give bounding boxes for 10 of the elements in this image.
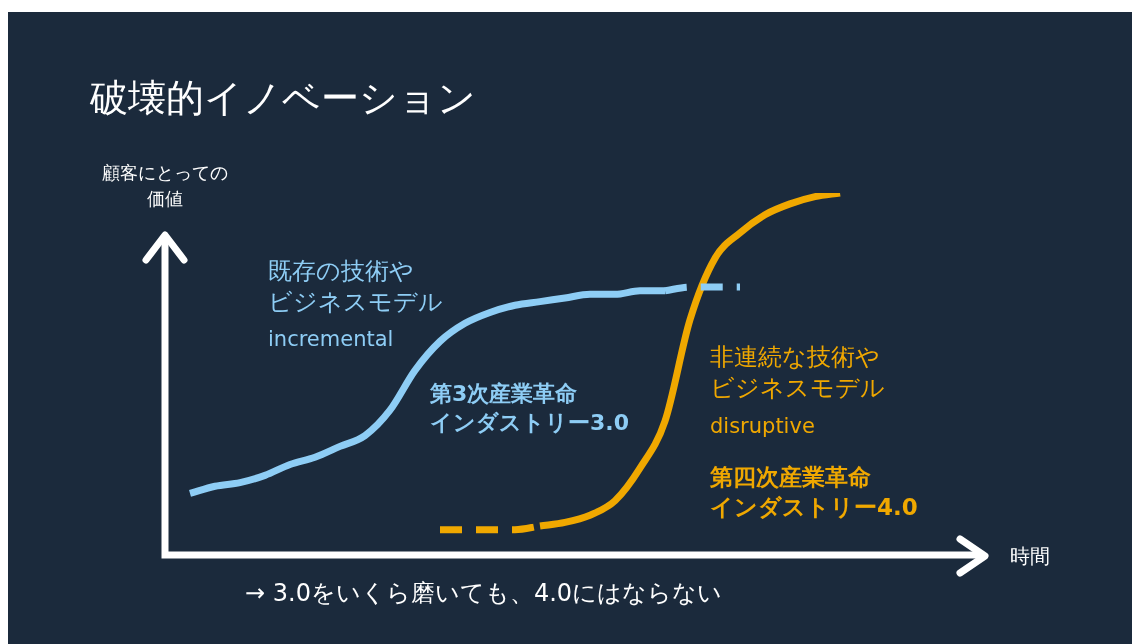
series-label: 非連続な技術やビジネスモデル	[710, 342, 885, 405]
annotation: 第3次産業革命インダストリー3.0	[430, 380, 629, 437]
y-axis-title: 顧客にとっての価値	[101, 161, 229, 212]
annotation: disruptive	[710, 413, 815, 440]
x-axis-title: 時間	[1010, 543, 1050, 569]
annotation: incremental	[268, 326, 394, 353]
chart-title: 破壊的イノベーション	[90, 75, 476, 122]
text: → 3.0をいくら磨いても、4.0にはならない	[245, 578, 723, 609]
series-label: 既存の技術やビジネスモデル	[268, 256, 443, 319]
annotation: 第四次産業革命インダストリー4.0	[710, 463, 918, 522]
